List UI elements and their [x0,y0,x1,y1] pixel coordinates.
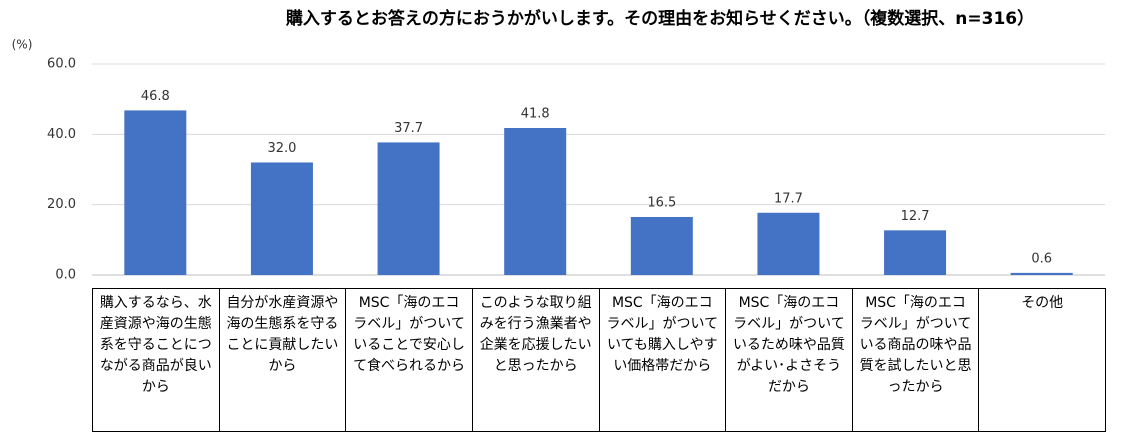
category-label: 自分が水産資源や海の生態系を守ることに貢献したいから [218,288,347,432]
y-tick-label: 0.0 [55,268,76,283]
category-label: このような取り組みを行う漁業者や企業を応援したいと思ったから [471,288,600,432]
category-label: MSC「海のエコラベル」がついていることで安心して食べられるから [345,288,473,432]
bar [630,216,693,275]
y-tick-label: 20.0 [47,197,76,212]
bar [1010,272,1073,275]
category-label: MSC「海のエコラベル」がついている商品の味や品質を試したいと思ったから [851,288,980,432]
y-tick-label: 60.0 [47,57,76,72]
value-label: 46.8 [141,89,170,104]
value-label: 16.5 [647,195,676,210]
bar [377,142,440,275]
y-unit: (%) [12,38,33,52]
value-label: 32.0 [267,141,296,156]
value-label: 37.7 [394,121,423,136]
category-label: その他 [978,288,1106,432]
bar [250,162,313,275]
bar [124,110,187,275]
category-label: MSC「海のエコラベル」がついているため味や品質がよい･よさそうだから [725,288,853,432]
y-tick-label: 40.0 [47,127,76,142]
value-label: 0.6 [1031,251,1052,266]
bar [884,230,947,275]
category-label: MSC「海のエコラベル」がついていても購入しやすい価格帯だから [598,288,727,432]
value-label: 17.7 [774,191,803,206]
chart-title: 購入するとお答えの方におうかがいします。その理由をお知らせください。（複数選択、… [286,8,1034,29]
value-label: 41.8 [521,107,550,122]
value-label: 12.7 [901,209,930,224]
bar [504,128,567,275]
bar [757,212,820,275]
category-label: 購入するなら、水産資源や海の生態系を守ることにつながる商品が良いから [92,288,220,432]
